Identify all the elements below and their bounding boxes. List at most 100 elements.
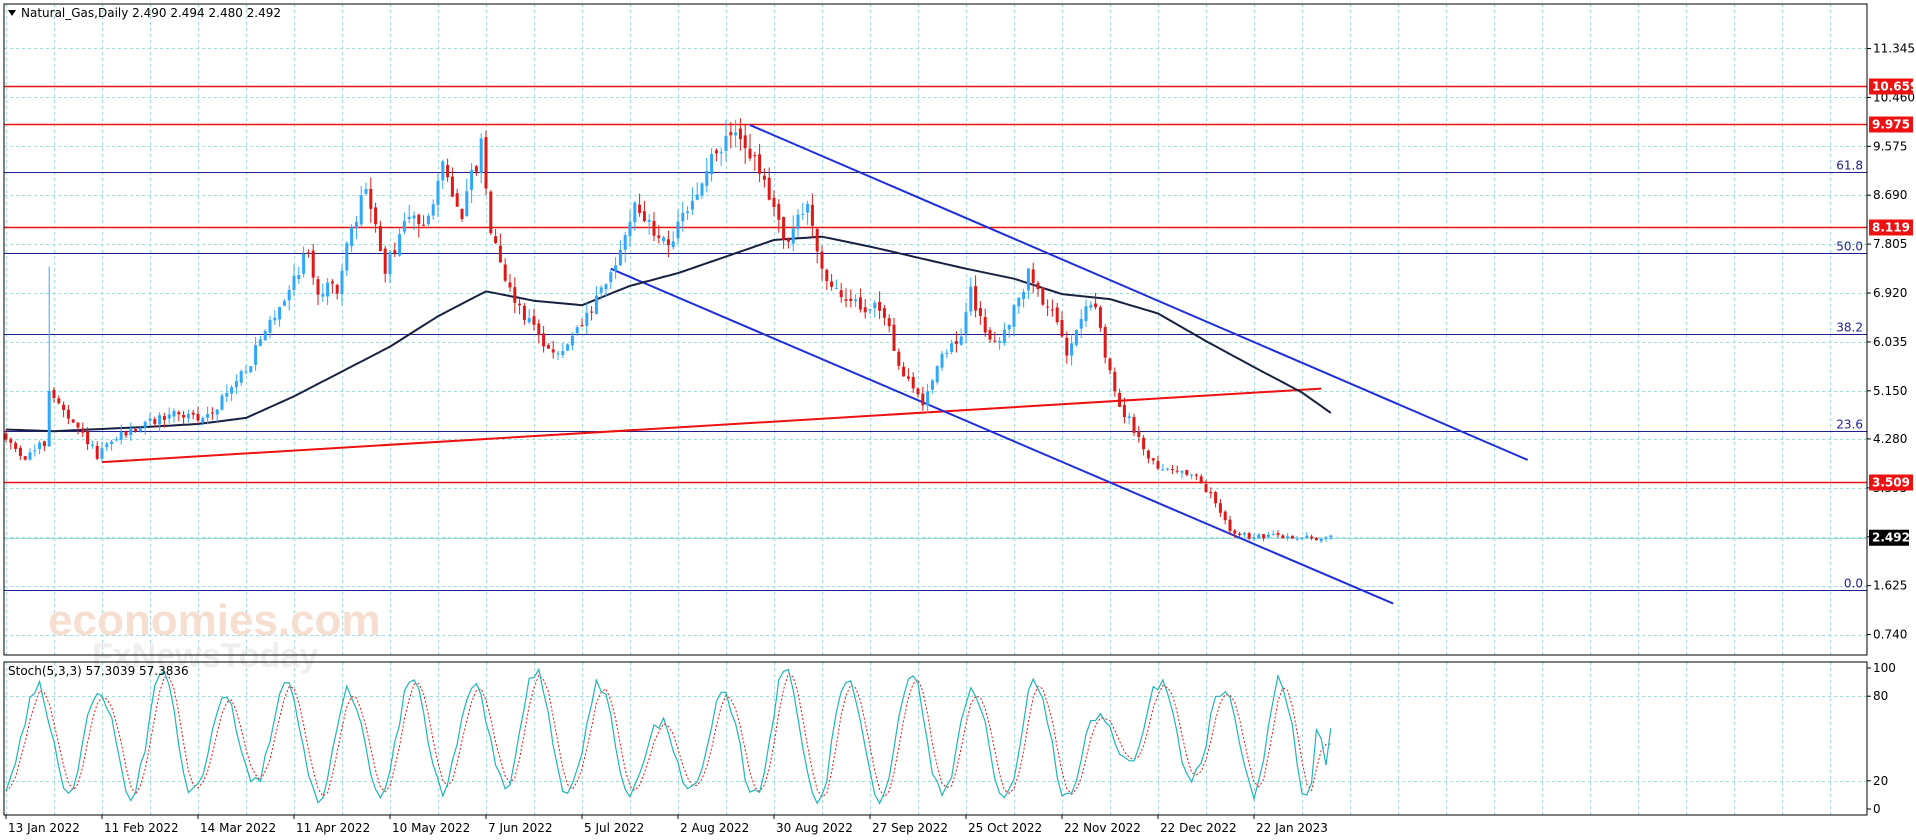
candle-body <box>796 214 800 229</box>
candle-body <box>532 316 536 325</box>
fib-label: 38.2 <box>1836 321 1863 335</box>
candle-body <box>302 254 306 274</box>
stoch-signal-line <box>5 672 1331 798</box>
candle-body <box>249 366 253 373</box>
candle-body <box>359 195 363 225</box>
candle-body <box>690 200 694 210</box>
candle-body <box>1026 268 1030 291</box>
candle-body <box>422 224 426 226</box>
candle-body <box>594 295 598 314</box>
candle-body <box>114 439 118 441</box>
candle-body <box>1300 537 1304 539</box>
candle-body <box>1180 471 1184 473</box>
candle-body <box>14 443 18 449</box>
level-badge: 8.119 <box>1869 219 1913 236</box>
candle-body <box>614 265 618 271</box>
level-badge: 3.509 <box>1869 474 1913 491</box>
candle-body <box>220 395 224 410</box>
candle-body <box>657 235 661 238</box>
candle-body <box>1151 458 1155 461</box>
candle-body <box>738 128 742 140</box>
candle-body <box>234 381 238 388</box>
fib-label: 50.0 <box>1836 240 1863 254</box>
candle-body <box>1310 536 1314 539</box>
level-badge-bg <box>1869 219 1913 236</box>
candle-body <box>830 281 834 287</box>
date-tick-label: 22 Jan 2023 <box>1256 821 1328 835</box>
candle-body <box>1103 327 1107 358</box>
watermark-sub: FxNewsToday <box>92 637 318 675</box>
candle-body <box>652 221 656 236</box>
candle-body <box>1324 537 1328 539</box>
candle-body <box>810 204 814 226</box>
candle-body <box>412 215 416 219</box>
candle-body <box>513 287 517 303</box>
watermark: economies.com FxNewsToday <box>48 596 381 675</box>
candle-body <box>335 284 339 294</box>
candle-body <box>129 429 133 436</box>
fibonacci-levels: 61.8 50.0 38.2 23.6 0.0 <box>4 159 1867 591</box>
candle-body <box>1046 306 1050 308</box>
candle-body <box>340 270 344 294</box>
level-badge-bg <box>1869 116 1913 133</box>
candle-body <box>1204 484 1208 493</box>
stochastic-pane[interactable] <box>3 661 1868 816</box>
candle-body <box>873 302 877 309</box>
dropdown-triangle-icon[interactable] <box>8 10 16 16</box>
candle-body <box>1271 534 1275 536</box>
candle-body <box>431 204 435 216</box>
candle-body <box>378 226 382 251</box>
candle-body <box>1276 533 1280 535</box>
candle-body <box>647 220 651 222</box>
candle-body <box>868 309 872 311</box>
price-tick-label: 1.625 <box>1873 579 1907 593</box>
candle-body <box>364 189 368 194</box>
candle-body <box>1228 519 1232 531</box>
candle-body <box>863 307 867 313</box>
candle-body <box>849 298 853 301</box>
candle-body <box>998 341 1002 343</box>
candle-body <box>825 269 829 282</box>
candle-body <box>1017 297 1021 307</box>
chart-header[interactable]: Natural_Gas,Daily 2.490 2.494 2.480 2.49… <box>8 6 281 20</box>
date-tick-label: 22 Dec 2022 <box>1160 821 1237 835</box>
candle-body <box>57 398 61 404</box>
candle-body <box>201 417 205 423</box>
candle-body <box>748 148 752 159</box>
fib-label: 0.0 <box>1844 577 1863 591</box>
candle-body <box>580 325 584 327</box>
candle-body <box>278 306 282 320</box>
candle-body <box>710 153 714 175</box>
candle-body <box>321 294 325 297</box>
current-price-bg <box>1869 529 1909 546</box>
candle-body <box>287 290 291 301</box>
candle-body <box>537 323 541 336</box>
candle-body <box>1060 320 1064 337</box>
candle-body <box>426 215 430 224</box>
candle-body <box>1190 474 1194 476</box>
candle-body <box>935 366 939 383</box>
candle-body <box>393 250 397 254</box>
candle-body <box>930 380 934 390</box>
candle-body <box>1132 417 1136 433</box>
candle-body <box>1185 470 1189 475</box>
candle-body <box>110 441 114 444</box>
candle-body <box>330 281 334 284</box>
candle-body <box>258 339 262 346</box>
candle-body <box>1098 307 1102 328</box>
grid <box>4 4 1867 815</box>
candle-body <box>782 217 786 240</box>
candle-body <box>162 416 166 420</box>
candle-body <box>191 412 195 415</box>
candle-body <box>897 351 901 366</box>
candle-body <box>1113 371 1117 392</box>
candle-body <box>902 366 906 377</box>
candle-body <box>1218 503 1222 513</box>
candle-body <box>186 414 190 419</box>
candle-body <box>1266 534 1270 538</box>
candle-body <box>374 207 378 225</box>
candle-body <box>686 211 690 213</box>
candle-body <box>945 352 949 354</box>
main-pane[interactable] <box>3 3 1868 656</box>
